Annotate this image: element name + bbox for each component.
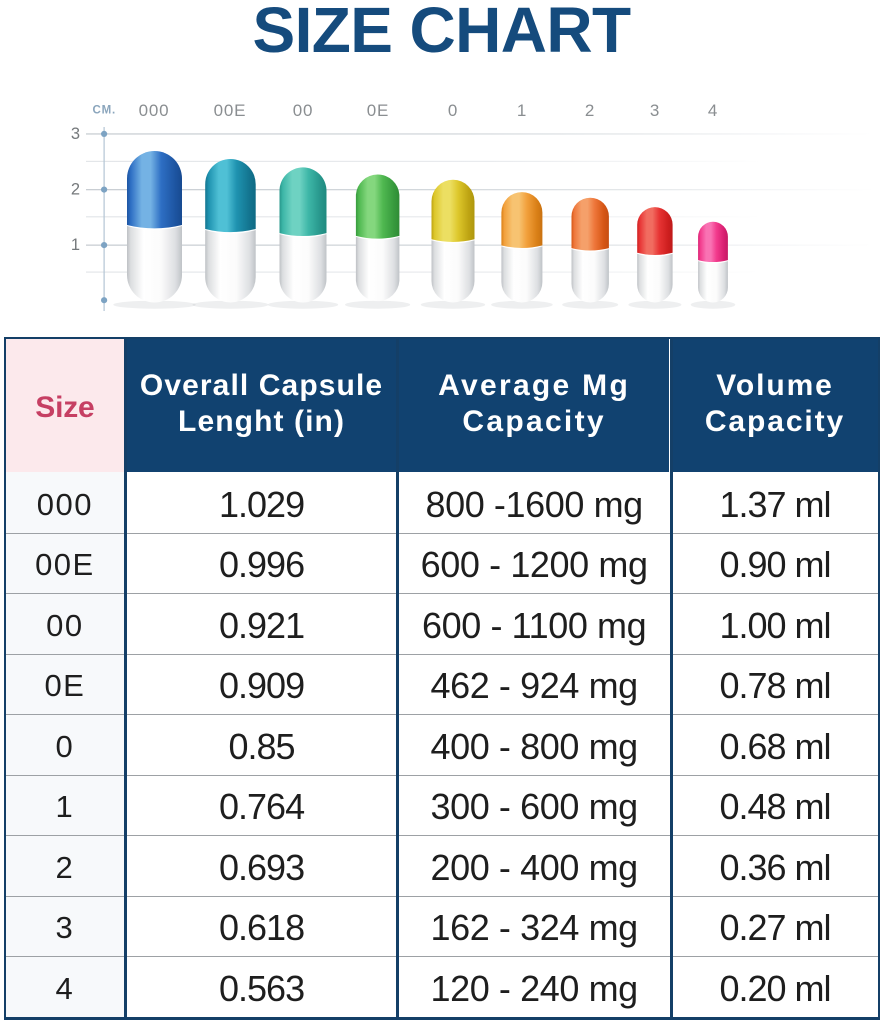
- svg-text:2: 2: [71, 181, 80, 199]
- svg-text:2: 2: [585, 101, 595, 120]
- svg-text:CM.: CM.: [93, 105, 116, 117]
- svg-text:00: 00: [293, 101, 314, 120]
- svg-text:00E: 00E: [214, 101, 247, 120]
- svg-text:0E: 0E: [367, 101, 389, 120]
- svg-text:1: 1: [71, 236, 80, 254]
- svg-text:0: 0: [448, 101, 458, 120]
- svg-text:3: 3: [650, 101, 660, 120]
- svg-text:3: 3: [71, 125, 80, 143]
- svg-text:4: 4: [708, 101, 718, 120]
- svg-text:000: 000: [139, 101, 170, 120]
- svg-text:1: 1: [517, 101, 527, 120]
